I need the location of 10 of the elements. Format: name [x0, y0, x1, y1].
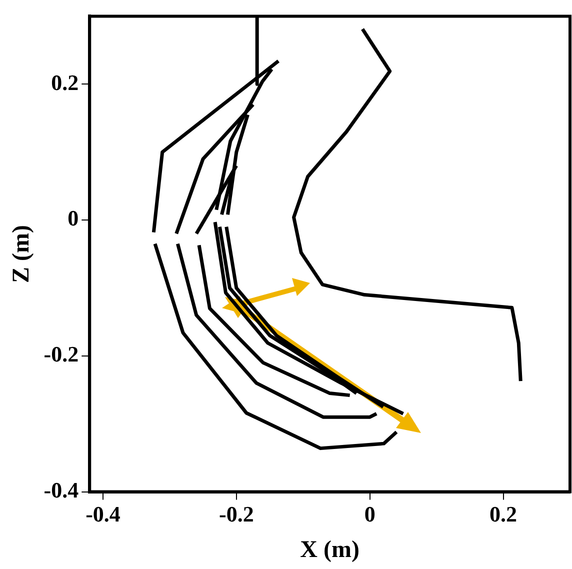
y-tick-label: 0	[68, 206, 79, 231]
x-tick-label: 0	[364, 502, 376, 527]
x-tick-label: -0.4	[86, 502, 120, 527]
x-axis-title: X (m)	[300, 536, 360, 563]
x-tick-label: -0.2	[218, 502, 254, 527]
y-tick-label: -0.2	[44, 342, 79, 367]
y-tick-label: 0.2	[51, 70, 79, 95]
y-axis-title: Z (m)	[8, 225, 35, 283]
y-tick-label: -0.4	[44, 477, 79, 502]
x-tick-label: 0.2	[490, 502, 518, 527]
